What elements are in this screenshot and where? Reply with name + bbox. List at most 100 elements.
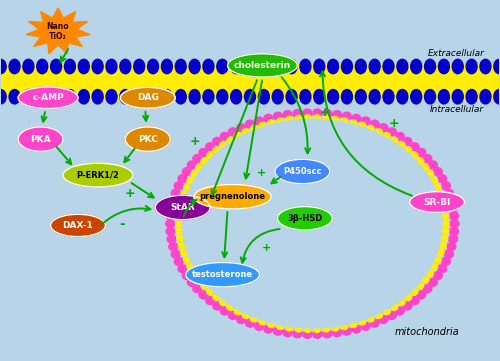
Ellipse shape [313, 109, 322, 117]
Text: +: + [257, 168, 266, 178]
Ellipse shape [452, 59, 463, 74]
Ellipse shape [167, 235, 176, 243]
Ellipse shape [9, 59, 20, 74]
Ellipse shape [258, 90, 270, 104]
Ellipse shape [342, 118, 348, 123]
Ellipse shape [162, 90, 172, 104]
Ellipse shape [254, 117, 264, 125]
Ellipse shape [410, 297, 419, 305]
Ellipse shape [444, 189, 454, 197]
Ellipse shape [384, 309, 390, 314]
Ellipse shape [194, 184, 271, 209]
Text: PKC: PKC [138, 135, 158, 144]
Ellipse shape [187, 264, 194, 270]
Ellipse shape [191, 271, 198, 276]
Ellipse shape [438, 175, 446, 183]
Text: StAR: StAR [170, 203, 195, 212]
Ellipse shape [220, 142, 226, 148]
Text: SR-BI: SR-BI [424, 197, 450, 206]
Ellipse shape [230, 59, 241, 74]
Ellipse shape [304, 115, 311, 121]
Text: testosterone: testosterone [192, 270, 253, 279]
Ellipse shape [50, 90, 62, 104]
Ellipse shape [300, 90, 311, 104]
Ellipse shape [286, 116, 292, 122]
Ellipse shape [188, 161, 196, 169]
Ellipse shape [328, 90, 338, 104]
Text: +: + [124, 187, 135, 200]
Ellipse shape [447, 243, 456, 251]
Ellipse shape [450, 212, 458, 220]
Ellipse shape [134, 90, 144, 104]
Ellipse shape [313, 330, 322, 338]
Ellipse shape [178, 199, 185, 204]
Ellipse shape [268, 120, 274, 126]
Ellipse shape [283, 329, 292, 337]
Ellipse shape [213, 138, 222, 145]
Ellipse shape [422, 165, 429, 170]
Ellipse shape [193, 155, 202, 162]
Text: +: + [320, 106, 330, 119]
Text: DAG: DAG [137, 93, 158, 102]
Ellipse shape [174, 182, 184, 190]
Ellipse shape [440, 199, 446, 204]
Ellipse shape [323, 326, 330, 332]
Ellipse shape [206, 297, 214, 305]
Ellipse shape [78, 90, 90, 104]
Ellipse shape [376, 313, 382, 318]
Ellipse shape [206, 143, 214, 151]
Ellipse shape [182, 119, 442, 328]
Ellipse shape [442, 221, 449, 227]
Ellipse shape [424, 59, 436, 74]
Ellipse shape [447, 197, 456, 205]
Ellipse shape [427, 271, 434, 276]
Ellipse shape [410, 59, 422, 74]
Text: +: + [388, 117, 399, 130]
Ellipse shape [180, 250, 187, 256]
Ellipse shape [388, 128, 396, 136]
Text: PKA: PKA [30, 135, 51, 144]
Ellipse shape [412, 153, 418, 158]
Ellipse shape [206, 153, 213, 158]
Ellipse shape [434, 257, 441, 263]
Ellipse shape [242, 129, 249, 135]
Ellipse shape [217, 90, 228, 104]
Ellipse shape [18, 87, 78, 109]
Ellipse shape [450, 227, 458, 235]
Text: P450scc: P450scc [283, 167, 322, 176]
Ellipse shape [250, 125, 257, 131]
Ellipse shape [180, 192, 187, 197]
Ellipse shape [92, 59, 103, 74]
Ellipse shape [50, 214, 106, 236]
Ellipse shape [444, 250, 454, 258]
Text: P-ERK1/2: P-ERK1/2 [76, 171, 120, 180]
Ellipse shape [332, 325, 339, 331]
Ellipse shape [403, 302, 412, 310]
Ellipse shape [412, 289, 418, 295]
Ellipse shape [383, 90, 394, 104]
Ellipse shape [368, 125, 374, 131]
Ellipse shape [428, 278, 438, 286]
Ellipse shape [106, 59, 117, 74]
Ellipse shape [384, 133, 390, 139]
Text: +: + [189, 135, 200, 148]
Ellipse shape [368, 316, 374, 322]
Ellipse shape [423, 285, 432, 293]
Ellipse shape [392, 304, 398, 310]
Ellipse shape [201, 283, 207, 289]
Ellipse shape [342, 112, 351, 120]
Ellipse shape [434, 272, 442, 280]
Ellipse shape [23, 59, 34, 74]
Ellipse shape [442, 206, 448, 212]
Ellipse shape [359, 122, 366, 128]
Ellipse shape [416, 148, 426, 156]
Ellipse shape [199, 291, 208, 299]
Text: mitochondria: mitochondria [394, 327, 460, 337]
Ellipse shape [423, 155, 432, 162]
Ellipse shape [176, 213, 182, 219]
Ellipse shape [64, 90, 76, 104]
Ellipse shape [314, 59, 324, 74]
Ellipse shape [148, 59, 158, 74]
Ellipse shape [361, 117, 370, 125]
Ellipse shape [246, 319, 254, 327]
